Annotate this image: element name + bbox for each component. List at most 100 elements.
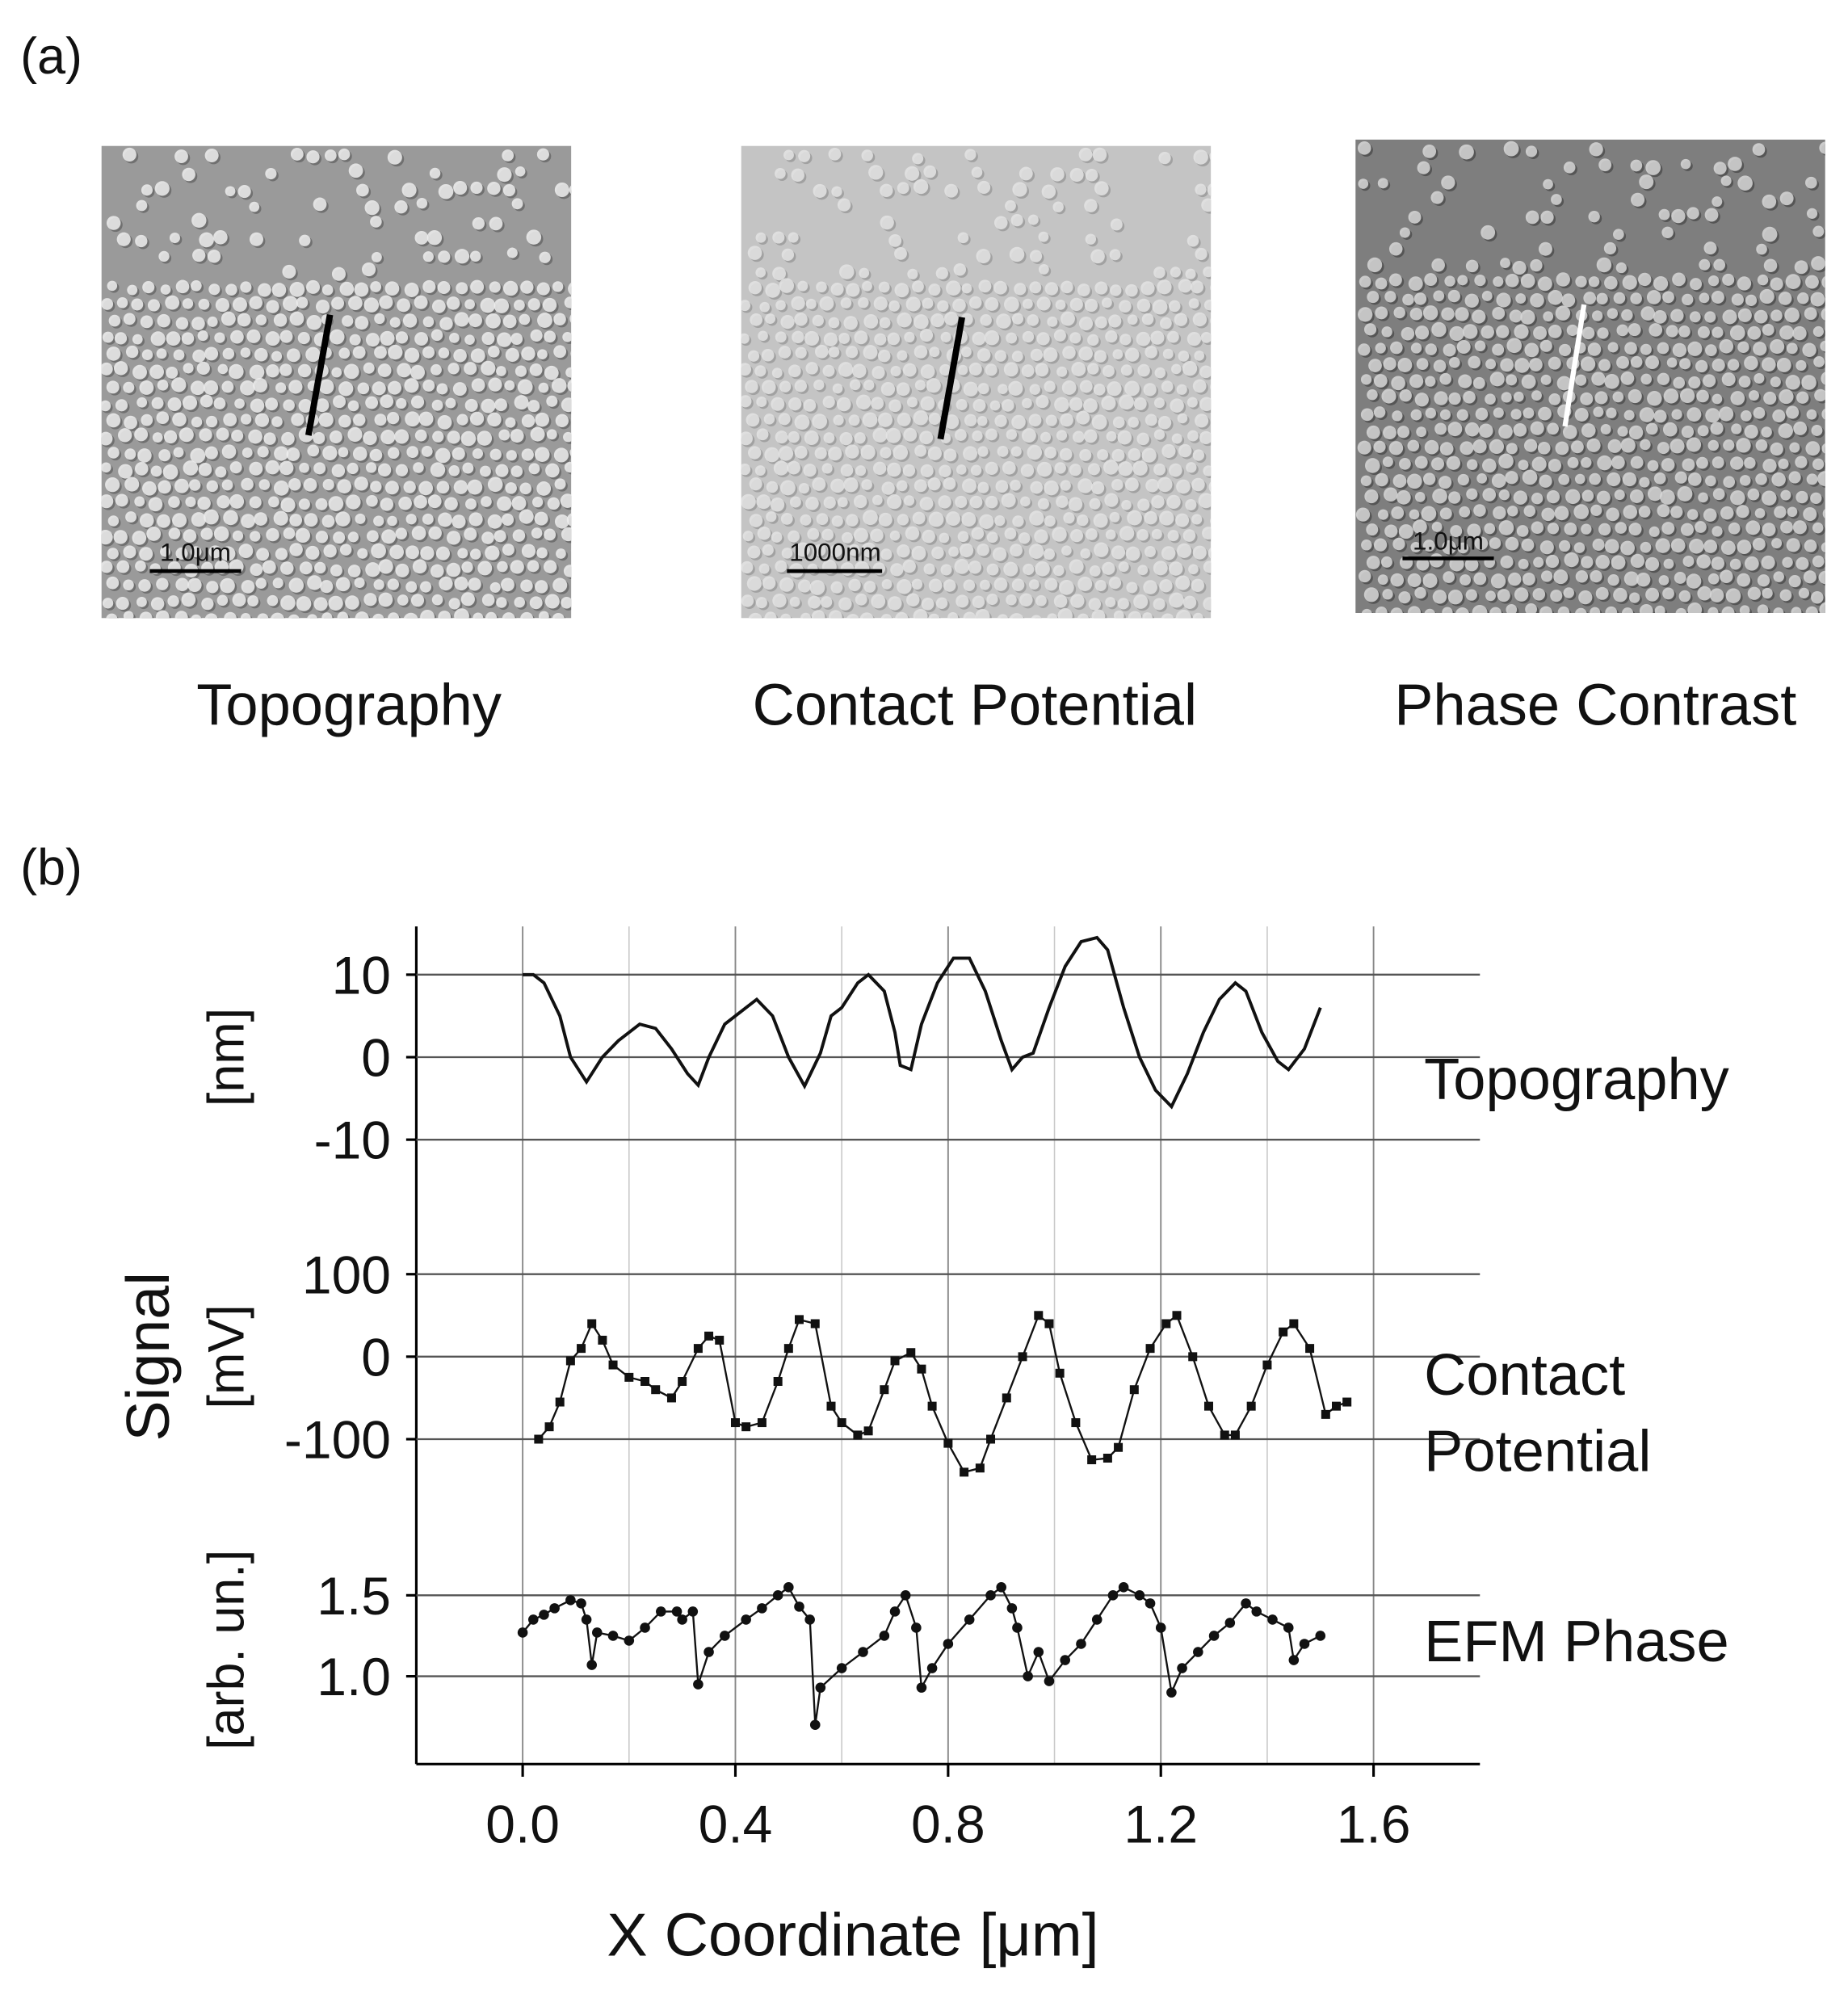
data-point: [1155, 1622, 1166, 1633]
data-point: [927, 1401, 937, 1411]
data-point: [917, 1364, 926, 1374]
data-point: [1208, 1631, 1220, 1641]
data-point: [985, 1590, 996, 1601]
data-point: [794, 1601, 804, 1612]
data-point: [757, 1603, 767, 1614]
data-point: [640, 1622, 650, 1633]
data-point: [1230, 1430, 1240, 1440]
data-point: [576, 1598, 586, 1609]
data-point: [879, 1631, 890, 1641]
data-point: [1267, 1614, 1278, 1625]
data-point: [906, 1348, 916, 1358]
data-point: [889, 1606, 901, 1617]
y-axis-label: Signal: [114, 1272, 182, 1442]
data-point: [1332, 1401, 1342, 1411]
data-point: [534, 1434, 544, 1444]
data-point: [1087, 1455, 1097, 1465]
data-point: [1224, 1618, 1236, 1628]
data-point: [858, 1647, 868, 1657]
data-line: [523, 935, 1322, 1110]
data-point: [1060, 1655, 1070, 1665]
data-point: [640, 1377, 650, 1386]
data-point: [517, 1627, 528, 1638]
data-point: [773, 1377, 783, 1386]
y-tick-label: 10: [332, 945, 391, 1005]
data-point: [607, 1631, 619, 1641]
data-point: [1071, 1418, 1081, 1428]
data-point: [1161, 1319, 1171, 1329]
data-point: [1134, 1590, 1145, 1601]
data-point: [943, 1639, 954, 1649]
data-point: [1055, 1368, 1065, 1378]
x-tick-label: 1.2: [1124, 1795, 1198, 1854]
x-tick-label: 1.6: [1337, 1795, 1411, 1854]
data-point: [1283, 1622, 1294, 1633]
data-point: [1018, 1352, 1027, 1362]
data-point: [581, 1614, 592, 1625]
data-point: [880, 1385, 889, 1395]
image-caption: Topography: [196, 673, 502, 737]
data-point: [1145, 1344, 1155, 1354]
data-point: [1107, 1590, 1119, 1601]
data-point: [1044, 1319, 1054, 1329]
data-point: [757, 1418, 766, 1428]
data-point: [651, 1385, 661, 1395]
data-point: [1342, 1397, 1352, 1407]
data-point: [666, 1393, 676, 1403]
data-point: [1246, 1401, 1256, 1411]
scale-bar-label: 1000nm: [789, 539, 881, 567]
scale-bar-label: 1.0μm: [1413, 527, 1484, 555]
data-point: [1166, 1687, 1177, 1698]
data-point: [592, 1627, 603, 1638]
data-point: [1321, 1409, 1330, 1419]
data-point: [704, 1647, 714, 1657]
data-point: [565, 1356, 575, 1366]
y-unit-label: [arb. un.]: [199, 1550, 255, 1750]
data-point: [1193, 1647, 1203, 1657]
data-point: [783, 1344, 793, 1354]
data-point: [1172, 1311, 1182, 1320]
data-point: [1034, 1311, 1044, 1320]
data-point: [772, 1590, 783, 1601]
data-point: [996, 1582, 1006, 1593]
data-point: [1033, 1647, 1044, 1657]
data-point: [1091, 1614, 1102, 1625]
data-point: [900, 1590, 911, 1601]
data-point: [608, 1360, 618, 1370]
data-point: [1023, 1671, 1033, 1681]
data-point: [549, 1603, 560, 1614]
scale-bar-label: 1.0μm: [160, 539, 231, 567]
data-point: [783, 1582, 794, 1593]
data-point: [826, 1401, 836, 1411]
data-point: [624, 1635, 635, 1646]
data-point: [960, 1467, 969, 1477]
data-point: [1241, 1598, 1251, 1609]
data-point: [809, 1719, 821, 1731]
data-point: [1044, 1676, 1055, 1686]
data-point: [586, 1660, 597, 1670]
data-point: [1076, 1639, 1086, 1649]
data-point: [1262, 1360, 1272, 1370]
x-tick-label: 0.0: [485, 1795, 560, 1854]
data-line: [522, 1585, 1321, 1725]
micrograph: 1000nm: [741, 145, 1212, 619]
data-point: [1315, 1631, 1326, 1641]
y-tick-label: 1.5: [317, 1566, 391, 1626]
panel-label: (b): [20, 839, 82, 896]
data-point: [810, 1319, 820, 1329]
data-point: [656, 1606, 666, 1617]
series-label: Potential: [1424, 1419, 1651, 1484]
chart: 0.0 0.4 0.8 1.2 1.6 X Coordinate [μm] Signal 10…: [114, 926, 1729, 1969]
data-point: [837, 1418, 846, 1428]
y-unit-label: [mV]: [199, 1304, 255, 1408]
y-tick-label: 1.0: [317, 1647, 391, 1706]
data-point: [720, 1631, 730, 1641]
data-point: [598, 1335, 607, 1345]
data-point: [677, 1614, 687, 1625]
data-point: [1289, 1319, 1299, 1329]
series-label: EFM Phase: [1424, 1610, 1729, 1674]
data-point: [704, 1331, 714, 1341]
x-tick-label: 0.4: [699, 1795, 773, 1854]
